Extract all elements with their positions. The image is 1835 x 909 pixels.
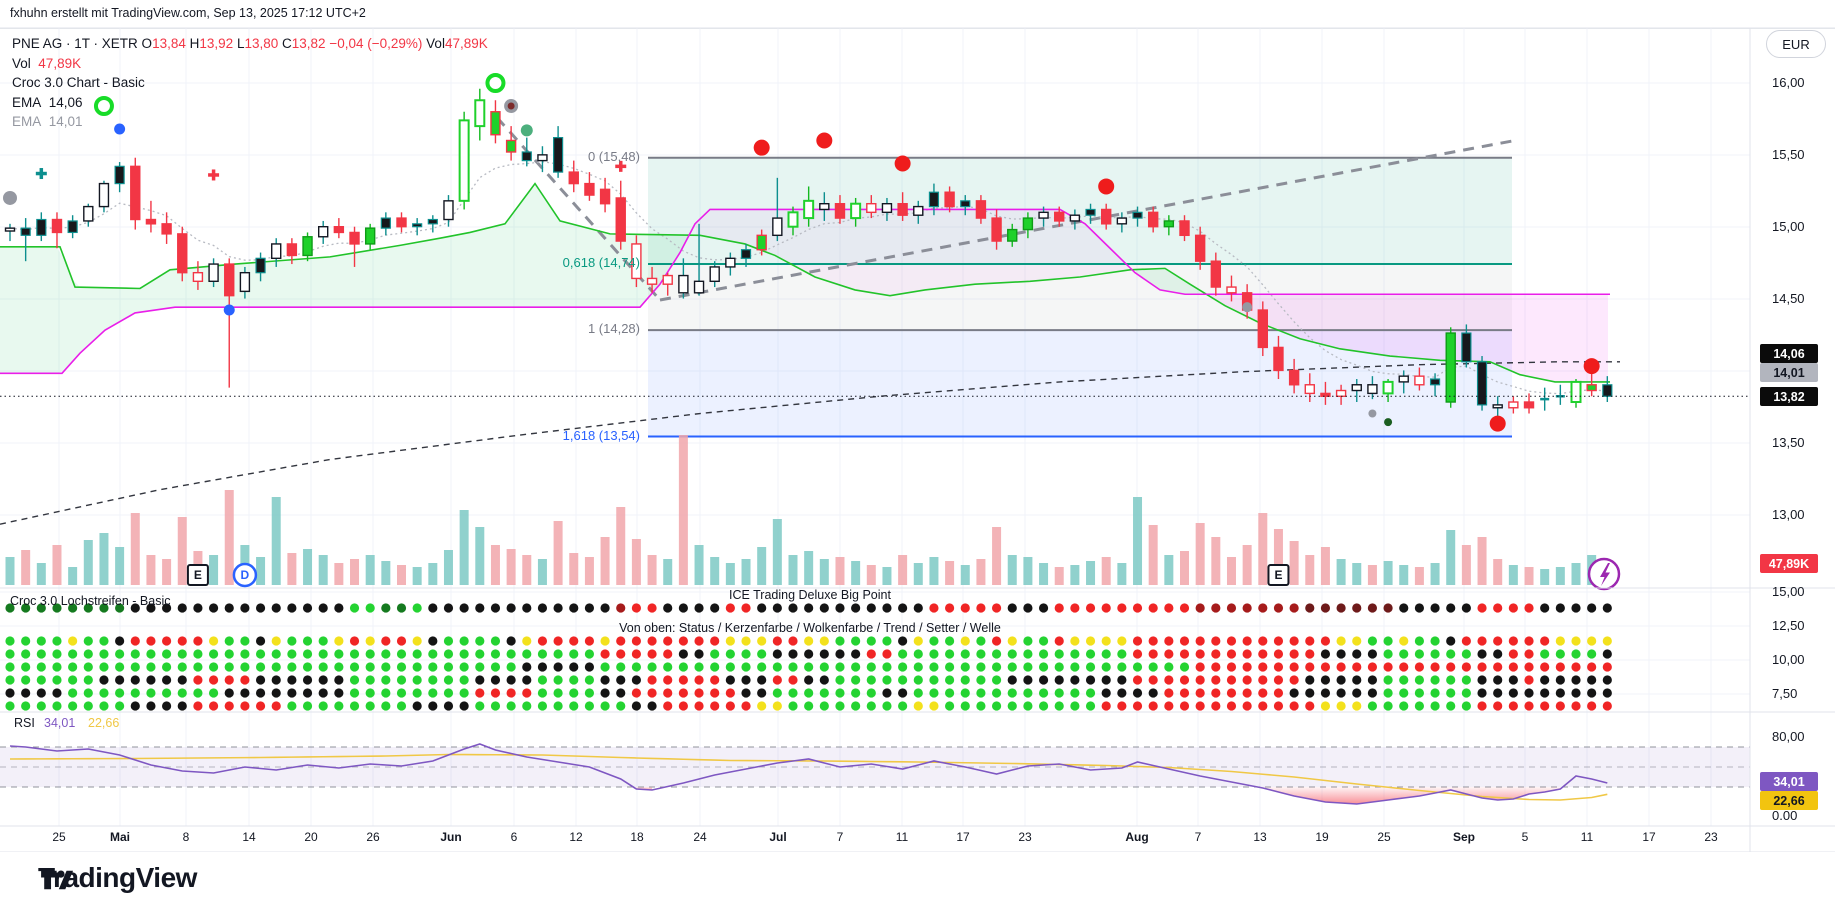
- time-tick-label: 26: [366, 830, 380, 844]
- ohlc-label: C: [282, 36, 292, 51]
- time-tick-label: 11: [895, 830, 909, 844]
- time-tick-label: 23: [1704, 830, 1718, 844]
- ema1-value: 14,06: [48, 94, 83, 110]
- axis-label: 16,00: [1772, 75, 1805, 90]
- indicator-vol-label: Vol: [12, 55, 31, 71]
- change-value: −0,04 (−0,29%): [329, 36, 423, 51]
- time-tick-label: 18: [630, 830, 644, 844]
- ema1-price-badge: 14,06: [1760, 344, 1818, 363]
- axis-label: 7,50: [1772, 686, 1798, 701]
- ohlc-value: 13,92: [199, 36, 234, 51]
- time-tick-label: 8: [182, 830, 190, 844]
- fib-level-label: 1 (14,28): [587, 321, 640, 337]
- rsi-value-badge: 34,01: [1760, 772, 1818, 791]
- ema2-price-badge: 14,01: [1760, 363, 1818, 382]
- time-tick-label: Aug: [1125, 830, 1149, 844]
- dots-pane-subtitle1: ICE Trading Deluxe Big Point: [729, 588, 891, 602]
- time-tick-label: 7: [1194, 830, 1202, 844]
- fib-level-label: 1,618 (13,54): [562, 427, 640, 443]
- croc-indicator-label: Croc 3.0 Chart - Basic: [12, 75, 145, 90]
- ohlc-label: H: [189, 36, 200, 51]
- legend-croc-row[interactable]: Croc 3.0 Chart - Basic: [12, 73, 488, 93]
- symbol-title: PNE AG · 1T · XETR: [12, 36, 138, 51]
- time-tick-label: Jun: [440, 830, 462, 844]
- time-tick-label: 19: [1315, 830, 1329, 844]
- axis-label: 13,50: [1772, 435, 1805, 450]
- fib-level-label: 0,618 (14,74): [562, 255, 640, 271]
- axis-label: 15,50: [1772, 147, 1805, 162]
- event-marker-e[interactable]: E: [193, 568, 202, 582]
- currency-button[interactable]: EUR: [1766, 30, 1826, 58]
- time-tick-label: 24: [693, 830, 707, 844]
- event-marker-d[interactable]: D: [240, 568, 250, 582]
- event-marker-e[interactable]: E: [1274, 568, 1283, 582]
- rsi-label[interactable]: RSI: [14, 716, 35, 730]
- tradingview-logo[interactable]: TradingView: [38, 862, 197, 894]
- time-tick-label: 12: [569, 830, 583, 844]
- time-tick-label: 5: [1521, 830, 1529, 844]
- ohlc-value: 13,82: [291, 36, 326, 51]
- ema2-value: 14,01: [48, 114, 83, 129]
- indicator-vol-value: 47,89K: [38, 55, 82, 71]
- ohlc-value: 13,84: [152, 36, 186, 51]
- axis-label: 0.00: [1772, 808, 1798, 823]
- legend-volume-row[interactable]: Vol 47,89K: [12, 54, 488, 74]
- time-tick-label: 23: [1018, 830, 1032, 844]
- dots-pane-title[interactable]: Croc 3.0 Lochstreifen - Basic: [10, 594, 171, 608]
- ohlc-value: 13,80: [244, 36, 279, 51]
- legend-symbol-row[interactable]: PNE AG · 1T · XETR O13,84 H13,92 L13,80 …: [12, 34, 488, 54]
- last-price-badge: 13,82: [1760, 387, 1818, 406]
- axis-label: 80,00: [1772, 729, 1805, 744]
- axis-label: 10,00: [1772, 652, 1805, 667]
- ema2-label: EMA: [12, 114, 42, 129]
- rsi-value: 34,01: [44, 716, 76, 730]
- vol-label: Vol: [426, 36, 445, 51]
- time-tick-label: 11: [1580, 830, 1594, 844]
- time-tick-label: Sep: [1452, 830, 1476, 844]
- time-tick-label: 25: [52, 830, 66, 844]
- footer-bar: TradingView: [0, 852, 1835, 909]
- time-tick-label: 13: [1253, 830, 1267, 844]
- attribution-text: fxhuhn erstellt mit TradingView.com, Sep…: [10, 6, 366, 20]
- rsi-ma-value: 22,66: [88, 716, 120, 730]
- axis-label: 12,50: [1772, 618, 1805, 633]
- volume-badge: 47,89K: [1760, 554, 1818, 573]
- ohlc-label: O: [141, 36, 153, 51]
- ohlc-label: L: [236, 36, 245, 51]
- rsi-ma-badge: 22,66: [1760, 791, 1818, 810]
- time-tick-label: Mai: [109, 830, 131, 844]
- axis-label: 15,00: [1772, 219, 1805, 234]
- legend-ema2-row[interactable]: EMA 14,01: [12, 112, 488, 132]
- time-tick-label: 14: [242, 830, 256, 844]
- time-tick-label: Jul: [769, 830, 787, 844]
- time-tick-label: 6: [510, 830, 518, 844]
- dots-pane-subtitle2: Von oben: Status / Kerzenfarbe / Wolkenf…: [619, 621, 1001, 635]
- time-tick-label: 17: [956, 830, 970, 844]
- tradingview-logo-icon: [41, 870, 74, 890]
- axis-label: 15,00: [1772, 584, 1805, 599]
- chart-legend[interactable]: PNE AG · 1T · XETR O13,84 H13,92 L13,80 …: [12, 34, 488, 132]
- legend-ema1-row[interactable]: EMA 14,06: [12, 93, 488, 113]
- axis-label: 14,50: [1772, 291, 1805, 306]
- time-tick-label: 7: [836, 830, 844, 844]
- ema1-label: EMA: [12, 94, 42, 110]
- axis-label: 13,00: [1772, 507, 1805, 522]
- fib-level-label: 0 (15,48): [587, 148, 640, 164]
- currency-label: EUR: [1782, 36, 1810, 52]
- vol-value: 47,89K: [444, 36, 488, 51]
- time-tick-label: 17: [1642, 830, 1656, 844]
- time-tick-label: 25: [1377, 830, 1391, 844]
- time-tick-label: 20: [304, 830, 318, 844]
